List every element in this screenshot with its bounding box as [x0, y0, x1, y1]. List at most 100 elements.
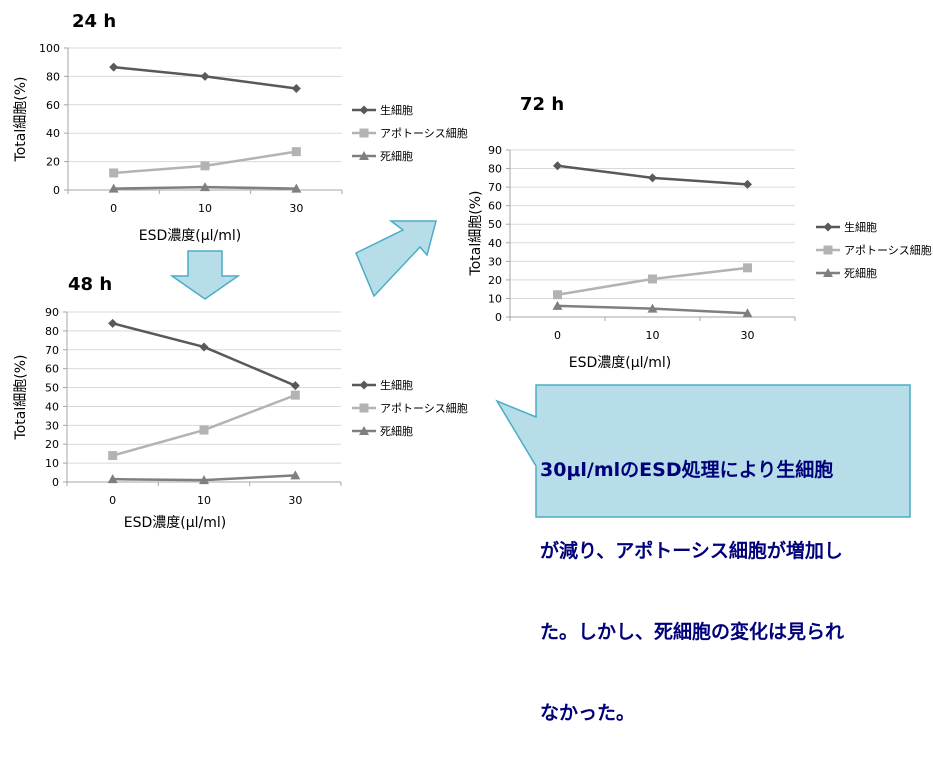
- legend-label: 死細胞: [380, 425, 413, 438]
- legend-label: アポトーシス細胞: [844, 244, 932, 257]
- x-tick-label: 10: [198, 202, 212, 215]
- y-tick-label: 80: [488, 163, 502, 176]
- data-point: [743, 179, 752, 189]
- data-point: [553, 161, 562, 171]
- chart-title: 24 h: [72, 11, 116, 32]
- data-point: [290, 470, 301, 480]
- legend-label: アポトーシス細胞: [380, 402, 468, 415]
- data-point: [291, 183, 302, 193]
- chart-title: 72 h: [520, 94, 564, 115]
- x-tick-label: 10: [646, 329, 660, 342]
- y-tick-label: 20: [45, 438, 59, 451]
- legend-label: 死細胞: [844, 267, 877, 280]
- y-tick-label: 0: [52, 476, 59, 489]
- y-tick-label: 90: [45, 306, 59, 319]
- y-tick-label: 60: [488, 200, 502, 213]
- x-axis-label: ESD濃度(μl/ml): [139, 228, 241, 244]
- y-tick-label: 0: [495, 311, 502, 324]
- x-tick-label: 0: [554, 329, 561, 342]
- legend-swatch-marker: [359, 128, 369, 138]
- y-tick-label: 10: [45, 457, 59, 470]
- legend-label: 死細胞: [380, 150, 413, 163]
- x-tick-label: 30: [289, 202, 303, 215]
- data-point: [290, 381, 300, 391]
- y-tick-label: 100: [39, 42, 60, 55]
- data-point: [291, 147, 301, 157]
- y-tick-label: 50: [488, 218, 502, 231]
- x-tick-label: 0: [110, 202, 117, 215]
- y-tick-label: 70: [488, 181, 502, 194]
- legend-swatch-marker: [823, 268, 833, 277]
- data-point: [199, 475, 209, 485]
- x-tick-label: 0: [109, 494, 116, 507]
- legend-swatch-marker: [359, 151, 369, 160]
- data-point: [552, 300, 563, 310]
- legend-label: アポトーシス細胞: [380, 127, 468, 140]
- data-point: [290, 390, 300, 400]
- data-point: [109, 62, 119, 72]
- callout-text: 30μl/mlのESD処理により生細胞 が減り、アポトーシス細胞が増加し た。し…: [540, 403, 900, 781]
- callout-box: [495, 384, 911, 518]
- y-tick-label: 30: [488, 255, 502, 268]
- x-axis-label: ESD濃度(μl/ml): [569, 355, 671, 371]
- data-point: [200, 161, 210, 171]
- data-point: [109, 168, 119, 178]
- chart-title: 48 h: [68, 274, 112, 295]
- x-tick-label: 30: [741, 329, 755, 342]
- y-tick-label: 20: [46, 156, 60, 169]
- y-tick-label: 0: [53, 184, 60, 197]
- y-tick-label: 10: [488, 292, 502, 305]
- y-tick-label: 30: [45, 419, 59, 432]
- legend-label: 生細胞: [380, 103, 413, 117]
- y-tick-label: 80: [46, 70, 60, 83]
- series-line: [112, 322, 296, 387]
- callout-line: が減り、アポトーシス細胞が増加し: [540, 540, 843, 562]
- diagonal-arrow-icon: [355, 220, 437, 298]
- y-tick-label: 50: [45, 382, 59, 395]
- data-point: [199, 425, 209, 435]
- y-tick-label: 20: [488, 274, 502, 287]
- data-point: [108, 318, 118, 328]
- legend-label: 生細胞: [380, 378, 413, 392]
- y-tick-label: 40: [488, 237, 502, 250]
- slide: 24 h 0 20 40 60 80 100 0 10 30 ESD濃度(μl/ml) Total細胞…: [13, 11, 932, 724]
- data-point: [107, 474, 118, 484]
- y-tick-label: 60: [46, 99, 60, 112]
- y-tick-label: 40: [46, 127, 60, 140]
- data-point: [108, 183, 119, 193]
- data-point: [200, 182, 210, 192]
- y-tick-label: 60: [45, 363, 59, 376]
- data-point: [742, 308, 753, 318]
- legend-swatch-marker: [823, 222, 833, 232]
- data-point: [291, 83, 301, 93]
- legend-swatch-marker: [823, 245, 833, 255]
- legend-swatch-marker: [359, 380, 369, 390]
- data-point: [647, 303, 658, 313]
- data-point: [648, 274, 657, 284]
- y-axis-label: Total細胞(%): [13, 355, 29, 441]
- legend-label: 生細胞: [844, 220, 877, 234]
- data-point: [200, 71, 210, 81]
- callout-line: なかった。: [540, 702, 636, 724]
- legend-swatch-marker: [359, 426, 369, 435]
- y-axis-label: Total細胞(%): [468, 191, 484, 277]
- x-axis-label: ESD濃度(μl/ml): [124, 515, 226, 531]
- data-point: [553, 290, 562, 300]
- x-tick-label: 30: [288, 494, 302, 507]
- data-point: [199, 342, 209, 352]
- data-point: [108, 451, 118, 461]
- down-arrow-icon: [169, 250, 241, 300]
- y-tick-label: 90: [488, 144, 502, 157]
- y-tick-label: 70: [45, 344, 59, 357]
- callout-line: た。しかし、死細胞の変化は見られ: [540, 621, 845, 643]
- y-axis-label: Total細胞(%): [13, 77, 29, 163]
- data-point: [743, 263, 752, 273]
- legend-swatch-marker: [359, 105, 369, 115]
- callout-line: 30μl/mlのESD処理により生細胞: [540, 459, 834, 481]
- data-point: [648, 173, 657, 183]
- x-tick-label: 10: [197, 494, 211, 507]
- y-tick-label: 40: [45, 400, 59, 413]
- legend-swatch-marker: [359, 403, 369, 413]
- y-tick-label: 80: [45, 325, 59, 338]
